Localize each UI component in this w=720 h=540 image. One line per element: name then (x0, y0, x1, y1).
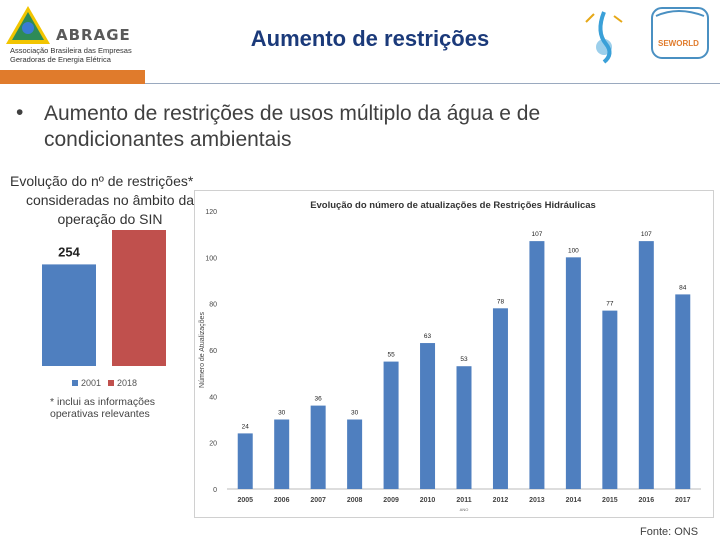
y-axis-label: Número de Atualizações (199, 312, 206, 388)
y-tick-label: 60 (209, 348, 217, 355)
bar-2012 (492, 308, 508, 489)
y-tick-label: 100 (205, 255, 217, 262)
x-tick-label: 2014 (566, 497, 582, 504)
x-tick-label: 2009 (383, 497, 399, 504)
x-tick-label: 2005 (237, 497, 253, 504)
abrage-triangle-icon (6, 6, 50, 44)
event-logo-text: SEWORLD (658, 39, 699, 48)
bar-2011 (456, 366, 472, 489)
event-logo-icon: SEWORLD (585, 7, 709, 64)
legend-label-2018: 2018 (117, 378, 137, 388)
bar-2015 (602, 310, 618, 489)
bar-2013 (529, 241, 545, 489)
abrage-logo: ABRAGE Associação Brasileira das Empresa… (6, 4, 146, 66)
left-chart-note: * inclui as informações operativas relev… (50, 396, 200, 420)
data-label-2005: 24 (242, 423, 250, 430)
bullet-text: Aumento de restrições de usos múltiplo d… (44, 102, 541, 151)
bar-2005 (237, 433, 253, 489)
x-tick-label: 2011 (456, 497, 471, 504)
data-label-2012: 78 (497, 298, 505, 305)
data-label-2016: 107 (641, 231, 652, 238)
y-tick-label: 40 (209, 394, 217, 401)
bar-2008 (347, 419, 363, 489)
x-tick-label: 2007 (310, 497, 326, 504)
x-tick-label: 2008 (347, 497, 363, 504)
y-tick-label: 20 (209, 441, 217, 448)
left-chart-title-line2: consideradas no âmbito da (25, 192, 195, 208)
x-tick-label: 2013 (529, 497, 545, 504)
bar-2010 (420, 343, 436, 489)
data-label-2015: 77 (606, 301, 614, 308)
logo-brand-name: ABRAGE (56, 26, 131, 44)
left-bar-chart: 25445320012018 (42, 230, 166, 388)
data-label-2007: 36 (315, 396, 323, 403)
bar-2014 (565, 257, 581, 489)
bullet-marker: • (16, 101, 24, 124)
data-label-2017: 84 (679, 284, 687, 291)
legend-swatch-2018 (108, 380, 114, 386)
left-note-line2: operativas relevantes (50, 408, 150, 420)
source-text: Fonte: ONS (640, 526, 699, 538)
x-tick-label: 2016 (639, 497, 655, 504)
data-label-2013: 107 (531, 231, 542, 238)
left-chart-title: Evolução do nº de restrições* considerad… (10, 172, 210, 229)
data-label-2006: 30 (278, 410, 286, 417)
page-title: Aumento de restrições (250, 26, 490, 51)
bar-2018 (112, 230, 166, 366)
bar-2016 (638, 241, 654, 489)
y-tick-label: 0 (213, 487, 217, 494)
data-label-2011: 53 (460, 356, 468, 363)
x-axis-label: ANO (460, 507, 469, 512)
left-chart-title-line3: operação do SIN (57, 211, 163, 227)
legend-swatch-2001 (72, 380, 78, 386)
x-tick-label: 2017 (675, 497, 691, 504)
header-accent-bar (0, 70, 145, 84)
y-tick-label: 120 (205, 209, 217, 216)
data-label-2014: 100 (568, 247, 579, 254)
bar-2007 (310, 405, 326, 489)
header-divider (145, 83, 720, 84)
data-label-2009: 55 (387, 352, 395, 359)
bar-2009 (383, 361, 399, 489)
left-chart-title-line1: Evolução do nº de restrições* (10, 173, 194, 189)
chart-title: Evolução do número de atualizações de Re… (310, 200, 596, 211)
bar-2006 (274, 419, 290, 489)
x-tick-label: 2015 (602, 497, 618, 504)
logo-subtitle-2: Geradoras de Energia Elétrica (10, 55, 111, 64)
x-tick-label: 2012 (493, 497, 509, 504)
right-bar-chart: Evolução do número de atualizações de Re… (194, 190, 714, 518)
left-note-line1: * inclui as informações (50, 396, 156, 408)
x-tick-label: 2010 (420, 497, 436, 504)
x-tick-label: 2006 (274, 497, 290, 504)
data-label-2008: 30 (351, 410, 359, 417)
logo-subtitle-1: Associação Brasileira das Empresas (10, 46, 132, 55)
y-tick-label: 80 (209, 302, 217, 309)
data-label-2001: 254 (58, 244, 80, 259)
bar-2017 (675, 294, 691, 489)
data-label-2010: 63 (424, 333, 432, 340)
bar-2001 (42, 264, 96, 366)
legend-label-2001: 2001 (81, 378, 101, 388)
event-logos: SEWORLD (574, 2, 714, 68)
